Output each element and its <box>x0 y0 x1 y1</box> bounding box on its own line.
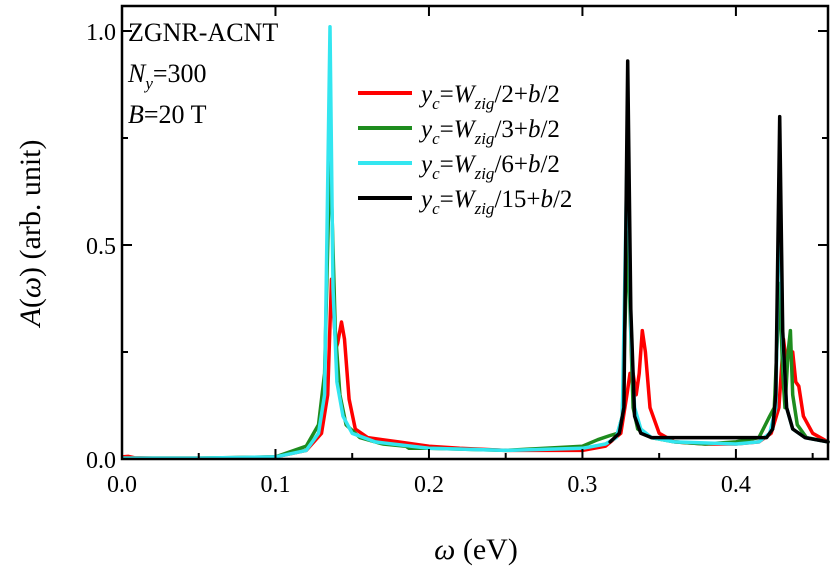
y-axis-symbol-omega: ω <box>14 277 47 298</box>
legend-label-part: /2+ <box>494 81 528 108</box>
legend-label-3: yc=Wzig/6+b/2 <box>418 151 560 183</box>
legend-label-part: b <box>540 186 553 213</box>
x-tick-label: 0.0 <box>107 472 137 498</box>
legend-label-part: b <box>528 116 541 143</box>
legend-label-part: /2 <box>553 186 572 213</box>
legend-label-part: /15+ <box>494 186 540 213</box>
legend-label-part: zig <box>474 129 495 148</box>
ticks-layer: 0.0 0.1 0.2 0.3 0.4 0.0 0.5 1.0 <box>86 6 828 498</box>
legend-label-part: c <box>432 94 440 113</box>
series-line-4 <box>608 59 830 444</box>
legend-label-part: /2 <box>540 81 559 108</box>
legend-label-4: yc=Wzig/15+b/2 <box>418 186 572 218</box>
legend-label-part: W <box>454 186 477 213</box>
x-tick-label: 0.4 <box>721 472 751 498</box>
legend-label-part: zig <box>474 94 495 113</box>
legend: yc=Wzig/2+b/2yc=Wzig/3+b/2yc=Wzig/6+b/2y… <box>358 81 572 218</box>
annotation-ny: Ny=300 <box>127 59 207 93</box>
plot-frame <box>120 4 830 461</box>
series-line-2 <box>122 149 830 460</box>
x-axis-unit: (eV) <box>455 533 517 566</box>
x-tick-label: 0.1 <box>260 472 290 498</box>
legend-label-part: c <box>432 199 440 218</box>
y-tick-label: 0.5 <box>86 234 116 260</box>
legend-label-1: yc=Wzig/2+b/2 <box>418 81 560 113</box>
legend-label-part: W <box>454 116 477 143</box>
legend-label-part: y <box>418 186 433 213</box>
legend-label-part: = <box>440 186 454 213</box>
legend-label-part: b <box>528 151 541 178</box>
legend-label-part: y <box>418 81 433 108</box>
y-axis-symbol-a: A <box>14 307 47 328</box>
legend-label-part: c <box>432 129 440 148</box>
legend-label-part: /2 <box>540 116 559 143</box>
legend-label-part: y <box>418 151 433 178</box>
legend-label-part: /6+ <box>494 151 528 178</box>
annotation-ny-value: =300 <box>153 59 207 88</box>
series-line-1 <box>122 277 830 460</box>
y-tick-label: 0.0 <box>86 448 116 474</box>
legend-label-part: /2 <box>540 151 559 178</box>
y-tick-label: 1.0 <box>86 20 116 46</box>
y-axis-open-paren: ( <box>14 298 47 308</box>
series-layer <box>122 24 830 460</box>
legend-label-part: zig <box>474 164 495 183</box>
legend-label-part: b <box>528 81 541 108</box>
annotation-ny-symbol: N <box>127 59 147 88</box>
legend-label-part: W <box>454 81 477 108</box>
legend-label-part: = <box>440 151 454 178</box>
legend-label-part: y <box>418 116 433 143</box>
legend-label-part: c <box>432 164 440 183</box>
annotation-system: ZGNR-ACNT <box>128 18 278 47</box>
annotation-bfield-value: =20 T <box>144 100 207 129</box>
legend-label-part: = <box>440 81 454 108</box>
annotation-bfield: B=20 T <box>128 100 207 129</box>
x-axis-title: ω (eV) <box>434 533 518 566</box>
legend-label-part: W <box>454 151 477 178</box>
y-axis-title: A(ω) (arb. unit) <box>14 140 47 329</box>
x-tick-label: 0.2 <box>414 472 444 498</box>
x-axis-symbol: ω <box>434 533 455 566</box>
legend-label-2: yc=Wzig/3+b/2 <box>418 116 560 148</box>
y-axis-unit: (arb. unit) <box>14 140 47 267</box>
legend-label-part: /3+ <box>494 116 528 143</box>
y-axis-close-paren: ) <box>14 267 47 277</box>
legend-label-part: zig <box>474 199 495 218</box>
legend-label-part: = <box>440 116 454 143</box>
annotation-bfield-symbol: B <box>128 100 144 129</box>
series-line-3 <box>122 24 830 460</box>
x-tick-label: 0.3 <box>567 472 597 498</box>
annotation-ny-subscript: y <box>143 74 153 93</box>
